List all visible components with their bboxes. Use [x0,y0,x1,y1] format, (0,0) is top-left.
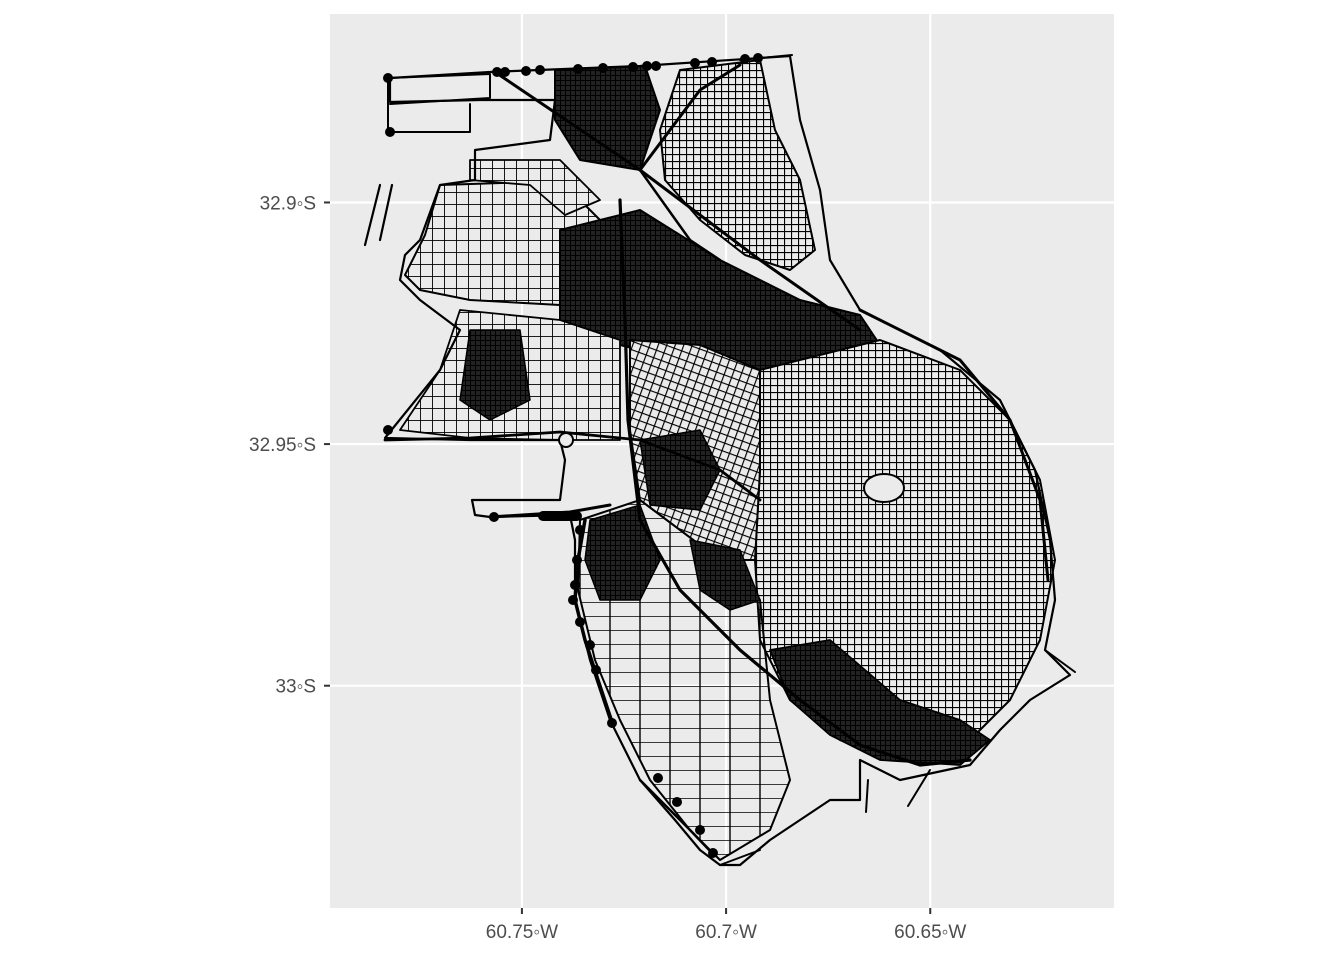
road-network [363,54,1076,867]
endpoint-node [521,66,531,76]
endpoint-node [489,512,499,522]
endpoint-node [492,67,502,77]
nw-road-c [363,183,382,247]
endpoint-node [628,62,638,72]
park-loop [863,473,905,503]
diagonal-rail-b [618,198,972,767]
endpoint-node [573,64,583,74]
endpoint-cluster [538,511,582,521]
endpoint-node [707,57,717,67]
road-endpoints [383,53,763,858]
x-tick-label: 60.65◦W [894,922,966,943]
endpoint-node [753,53,763,63]
endpoint-node [570,580,580,590]
endpoint-node [575,617,585,627]
north-central-grid [659,59,816,271]
endpoint-node [383,425,393,435]
endpoint-node [383,73,393,83]
endpoint-node [695,825,705,835]
diagonal-rail-a [493,70,862,332]
diagonal-rail-d [638,168,722,262]
city-dense-south [769,639,991,766]
endpoint-node [690,58,700,68]
south-central-dense [689,539,761,611]
endpoint-node [607,718,617,728]
nw-road-d [378,183,394,242]
endpoint-node [653,773,663,783]
nw-road-a [387,77,471,133]
nw-road-b [387,73,491,105]
y-tick-label: 33◦S [275,677,316,698]
central-dense-b [639,429,721,511]
endpoint-node [591,665,601,675]
west-highway [383,430,762,502]
endpoint-node [598,63,608,73]
endpoint-node [535,65,545,75]
city-outline [383,54,1072,867]
y-tick-label: 32.9◦S [260,193,316,214]
x-tick-label: 60.75◦W [486,922,558,943]
x-axis: 60.75◦W 60.7◦W 60.65◦W [486,908,966,943]
roundabout [558,432,574,448]
endpoint-node [572,555,582,565]
endpoint-node [385,127,395,137]
se-spur [907,769,931,807]
endpoint-node [568,595,578,605]
east-edge-road [1044,649,1076,673]
west-peninsula-dense [459,329,531,421]
endpoint-node [500,67,510,77]
x-tick-label: 60.7◦W [695,922,757,943]
ring-road [858,308,1050,582]
y-tick-label: 32.95◦S [249,435,316,456]
endpoint-node [672,797,682,807]
southwest-dense [584,504,661,601]
diagonal-rail-c [638,63,742,172]
endpoint-node [708,848,718,858]
s-spur [865,779,869,813]
endpoint-node [642,61,652,71]
sw-frontage-b [638,778,714,855]
south-spur [719,849,761,866]
y-axis: 32.9◦S 32.95◦S 33◦S [249,193,330,698]
endpoint-node [740,54,750,64]
endpoint-node [585,640,595,650]
endpoint-node [651,61,661,71]
endpoint-node [575,525,585,535]
